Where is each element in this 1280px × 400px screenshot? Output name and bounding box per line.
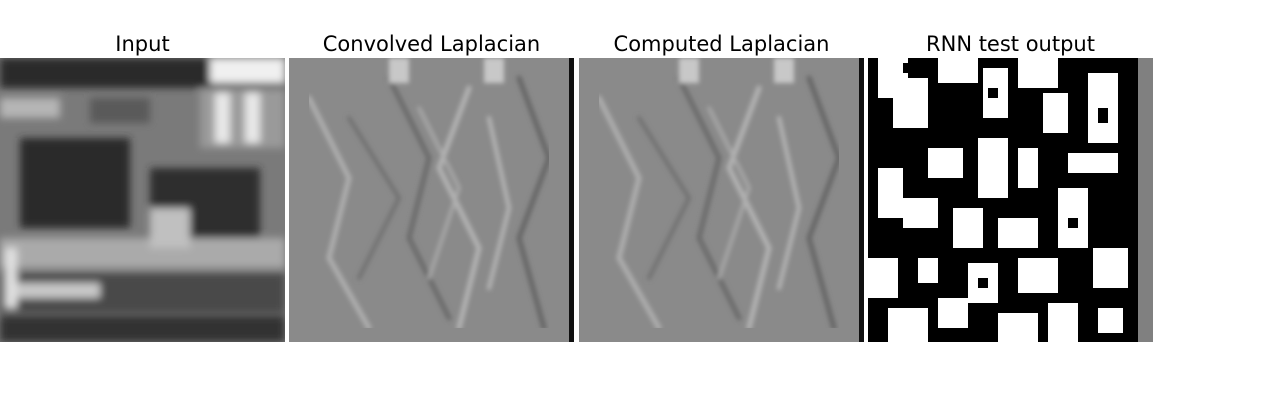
- convolved-laplacian-image: [289, 58, 574, 342]
- computed-laplacian-image: [579, 58, 864, 342]
- computed-laplacian-panel: Computed Laplacian: [579, 32, 864, 342]
- input-image: [0, 58, 285, 342]
- rnn-output-title: RNN test output: [926, 32, 1095, 56]
- input-title: Input: [115, 32, 170, 56]
- rnn-output-image: [868, 58, 1153, 342]
- rnn-output-panel: RNN test output: [868, 32, 1153, 342]
- convolved-laplacian-title: Convolved Laplacian: [322, 32, 541, 56]
- convolved-laplacian-panel: Convolved Laplacian: [289, 32, 574, 342]
- input-panel: Input: [0, 32, 285, 342]
- computed-laplacian-title: Computed Laplacian: [613, 32, 830, 56]
